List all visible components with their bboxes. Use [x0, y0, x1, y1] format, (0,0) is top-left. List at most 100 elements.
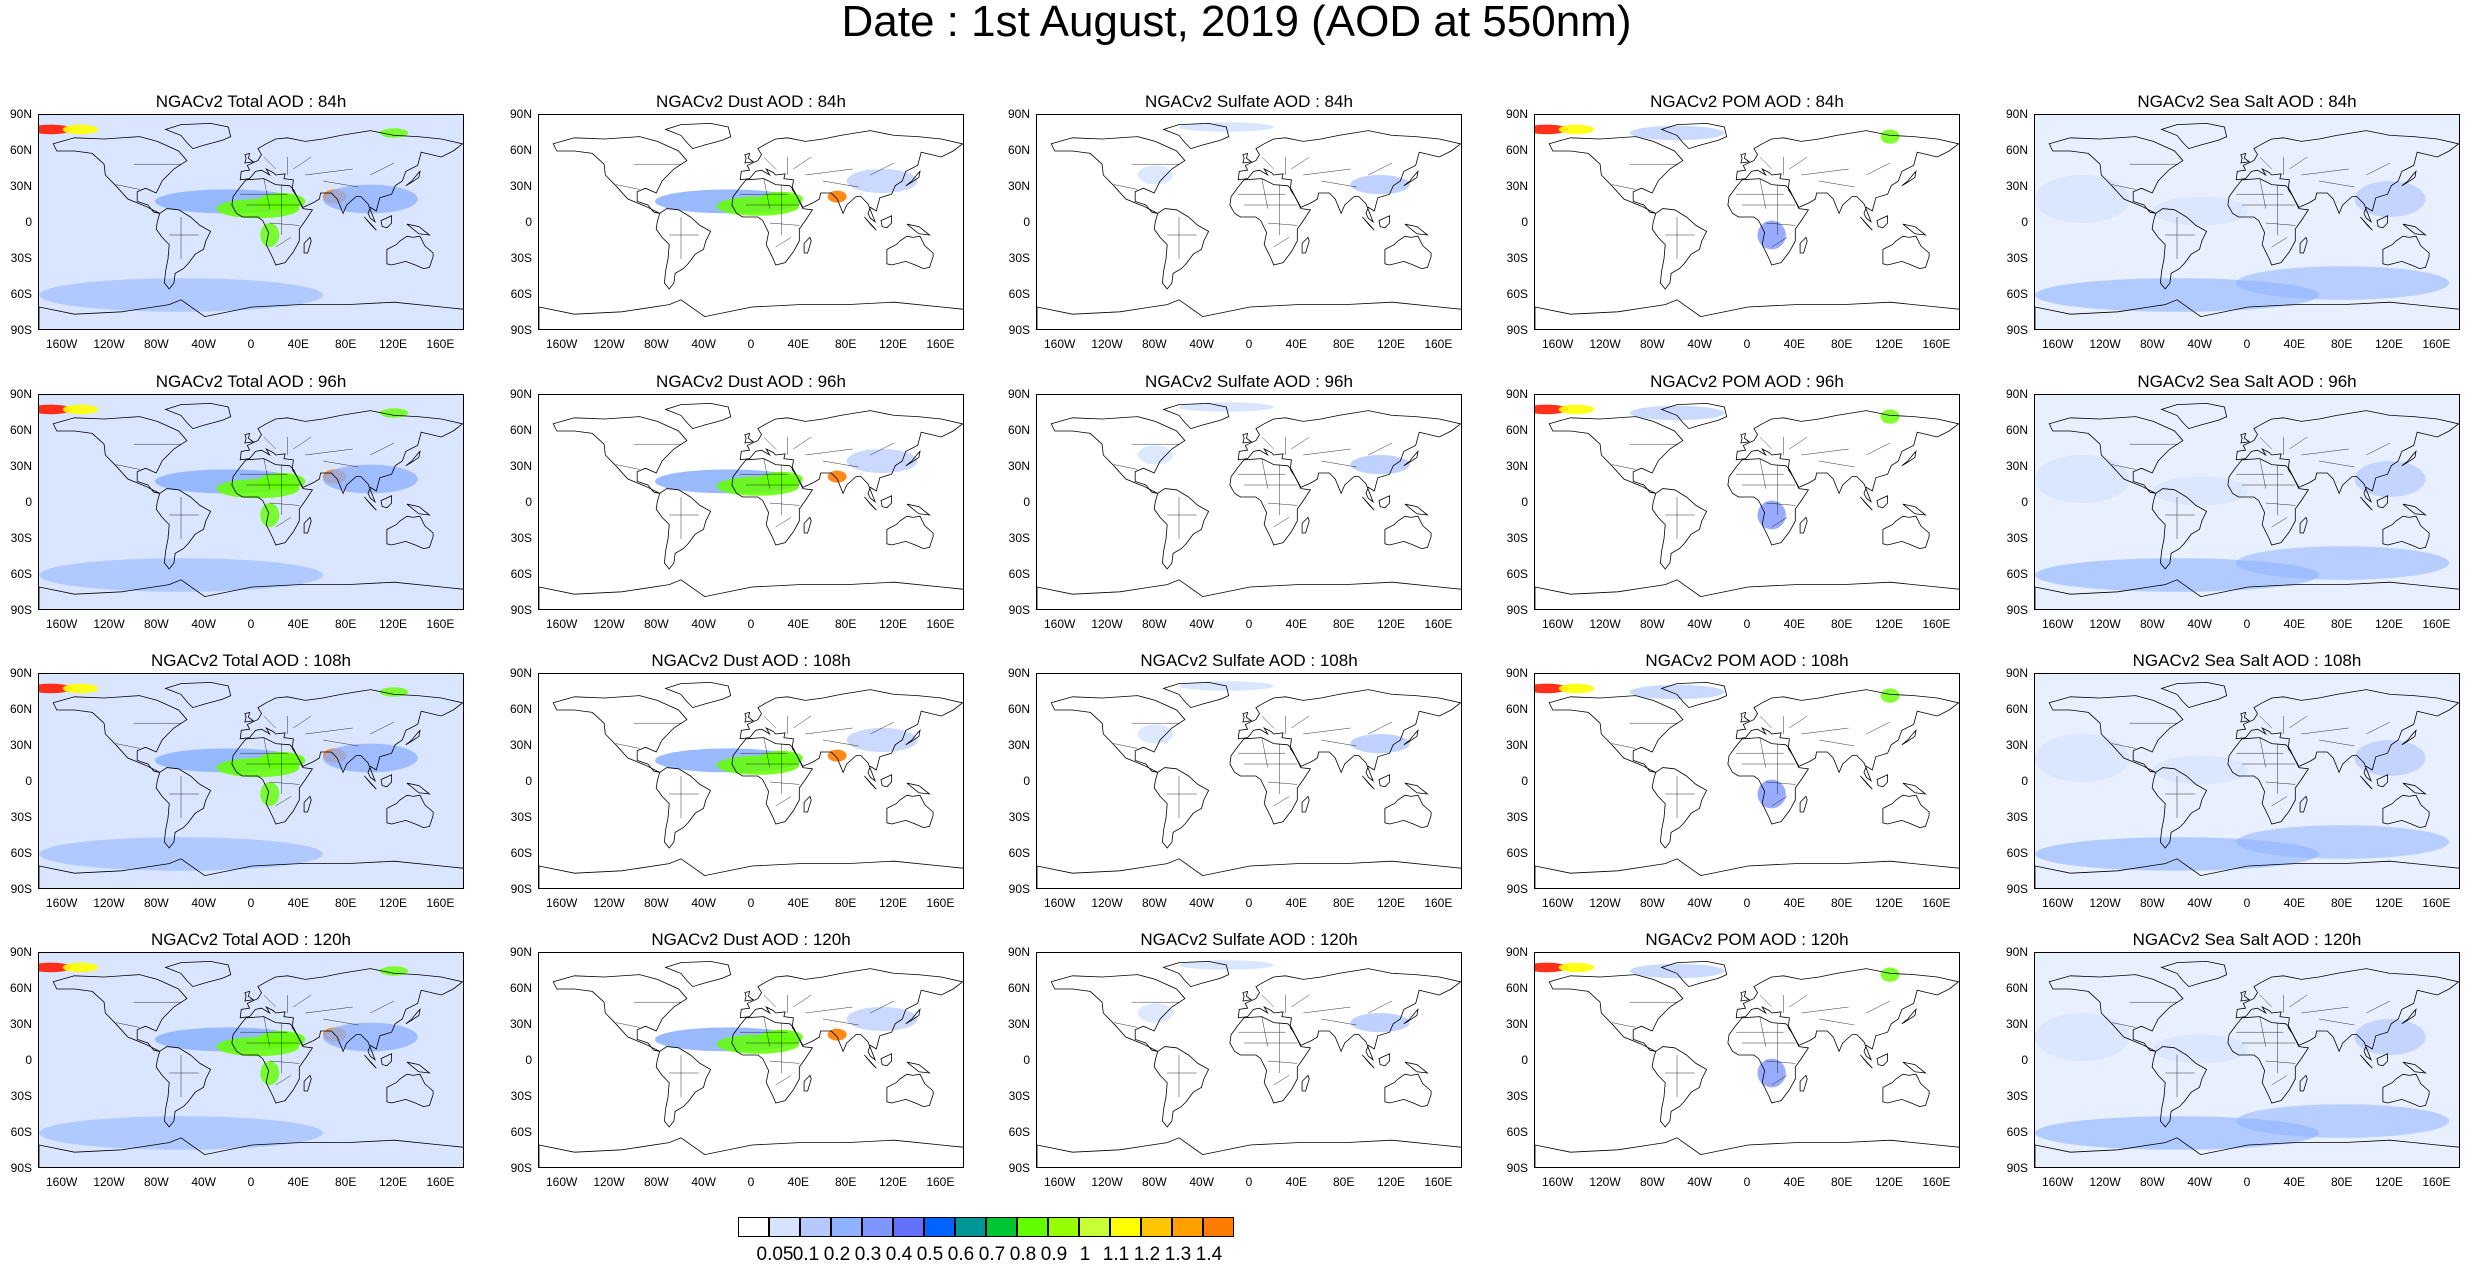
- country-border: [1368, 162, 1393, 176]
- lon-tick-label: 0: [247, 337, 255, 351]
- lon-tick-label: 120E: [1376, 337, 1406, 351]
- coastline: [1162, 122, 1230, 150]
- lat-tick-label: 60S: [10, 1125, 32, 1139]
- country-border: [2318, 739, 2355, 747]
- lat-tick-label: 60N: [1007, 143, 1030, 157]
- coastline: [405, 450, 421, 467]
- lon-tick-label: 160E: [1424, 1175, 1453, 1189]
- aod-plume: [39, 1116, 323, 1150]
- lon-tick-label: 160E: [426, 337, 455, 351]
- coastline: [1882, 794, 1930, 829]
- lon-tick-label: 120W: [593, 337, 625, 351]
- lon-tick-label: 160E: [2422, 896, 2451, 910]
- lat-tick-label: 90N: [509, 107, 532, 121]
- aod-map: [1535, 960, 1959, 1167]
- lat-tick-label: 60N: [2005, 702, 2028, 716]
- lon-tick-label: 160E: [926, 896, 955, 910]
- coastline: [1362, 216, 1375, 231]
- coastline: [405, 729, 421, 746]
- coastline: [2227, 458, 2310, 546]
- country-border: [322, 460, 359, 468]
- coastline: [539, 1137, 963, 1167]
- coastline: [2382, 235, 2430, 270]
- lat-tick-label: 0: [1023, 495, 1030, 509]
- coastline: [2151, 767, 2208, 849]
- coastline: [231, 458, 314, 546]
- coastline: [539, 579, 963, 609]
- country-border: [1267, 1060, 1298, 1064]
- map-plot: [538, 114, 964, 330]
- country-border: [2301, 727, 2349, 735]
- country-border: [1818, 180, 1855, 188]
- coastline: [2401, 1008, 2417, 1025]
- country-border: [2259, 994, 2272, 1008]
- lat-tick-label: 90S: [1506, 882, 1528, 896]
- coastline: [886, 235, 934, 270]
- country-border: [1611, 743, 1636, 749]
- country-border: [1801, 1006, 1849, 1014]
- country-border: [2111, 1022, 2136, 1028]
- coastline: [1799, 795, 1808, 813]
- country-border: [1267, 502, 1298, 506]
- coastline: [1050, 974, 1186, 1052]
- aod-map: [39, 953, 463, 1167]
- country-border: [275, 517, 292, 528]
- lat-tick-label: 90S: [1008, 882, 1030, 896]
- country-border: [2318, 1018, 2355, 1026]
- lat-tick-label: 90S: [1008, 323, 1030, 337]
- colorbar-label: 0.6: [947, 1244, 975, 1265]
- coastline: [2151, 1046, 2208, 1128]
- lon-tick-label: 120W: [93, 617, 125, 631]
- lat-tick-label: 60S: [10, 567, 32, 581]
- coastline: [1229, 178, 1312, 266]
- country-border: [2318, 460, 2355, 468]
- coastline: [906, 782, 931, 795]
- country-border: [269, 1060, 300, 1064]
- coastline: [1153, 1046, 1210, 1128]
- panel-title: NGACv2 Sulfate AOD : 96h: [1145, 372, 1353, 391]
- country-border: [293, 436, 312, 450]
- country-border: [1368, 1000, 1393, 1014]
- aod-plume: [1880, 967, 1900, 982]
- country-border: [870, 721, 895, 735]
- country-border: [1320, 739, 1357, 747]
- lon-tick-label: 120E: [878, 337, 908, 351]
- lon-tick-label: 160W: [1541, 896, 1574, 910]
- country-border: [822, 739, 859, 747]
- country-border: [269, 781, 300, 785]
- coastline: [1037, 299, 1461, 329]
- country-border: [763, 436, 776, 450]
- lon-tick-label: 160E: [926, 617, 955, 631]
- lon-tick-label: 0: [1743, 617, 1751, 631]
- coastline: [155, 208, 212, 290]
- lat-tick-label: 30N: [1505, 738, 1528, 752]
- coastline: [1229, 737, 1312, 825]
- lat-tick-label: 90S: [10, 882, 32, 896]
- lon-tick-label: 160W: [2041, 337, 2074, 351]
- country-border: [263, 715, 276, 729]
- figure-title: Date : 1st August, 2019 (AOD at 550nm): [841, 0, 1632, 46]
- country-border: [1303, 1006, 1351, 1014]
- coastline: [406, 223, 431, 236]
- lon-tick-label: 120E: [1874, 1175, 1904, 1189]
- lon-tick-label: 80E: [2330, 337, 2353, 351]
- lon-tick-label: 120E: [378, 1175, 408, 1189]
- lat-tick-label: 30S: [1008, 531, 1030, 545]
- lat-tick-label: 30S: [2006, 1089, 2028, 1103]
- lat-tick-label: 30S: [2006, 531, 2028, 545]
- lon-tick-label: 0: [247, 1175, 255, 1189]
- lat-tick-label: 90S: [2006, 882, 2028, 896]
- coastline: [386, 515, 434, 550]
- coastline: [1860, 496, 1873, 511]
- country-border: [2265, 222, 2296, 226]
- aod-plume: [2035, 455, 2130, 503]
- map-panel: NGACv2 POM AOD : 108h 90N 60N 30N 0 30S 60S 90S…: [1496, 651, 1966, 921]
- coastline: [303, 516, 312, 534]
- lat-tick-label: 60S: [1008, 567, 1030, 581]
- coastline: [1660, 122, 1728, 150]
- lon-tick-label: 120E: [2374, 896, 2404, 910]
- country-border: [1818, 460, 1855, 468]
- country-border: [775, 1075, 792, 1086]
- map-plot: [2034, 673, 2460, 889]
- lat-tick-label: 0: [2021, 495, 2028, 509]
